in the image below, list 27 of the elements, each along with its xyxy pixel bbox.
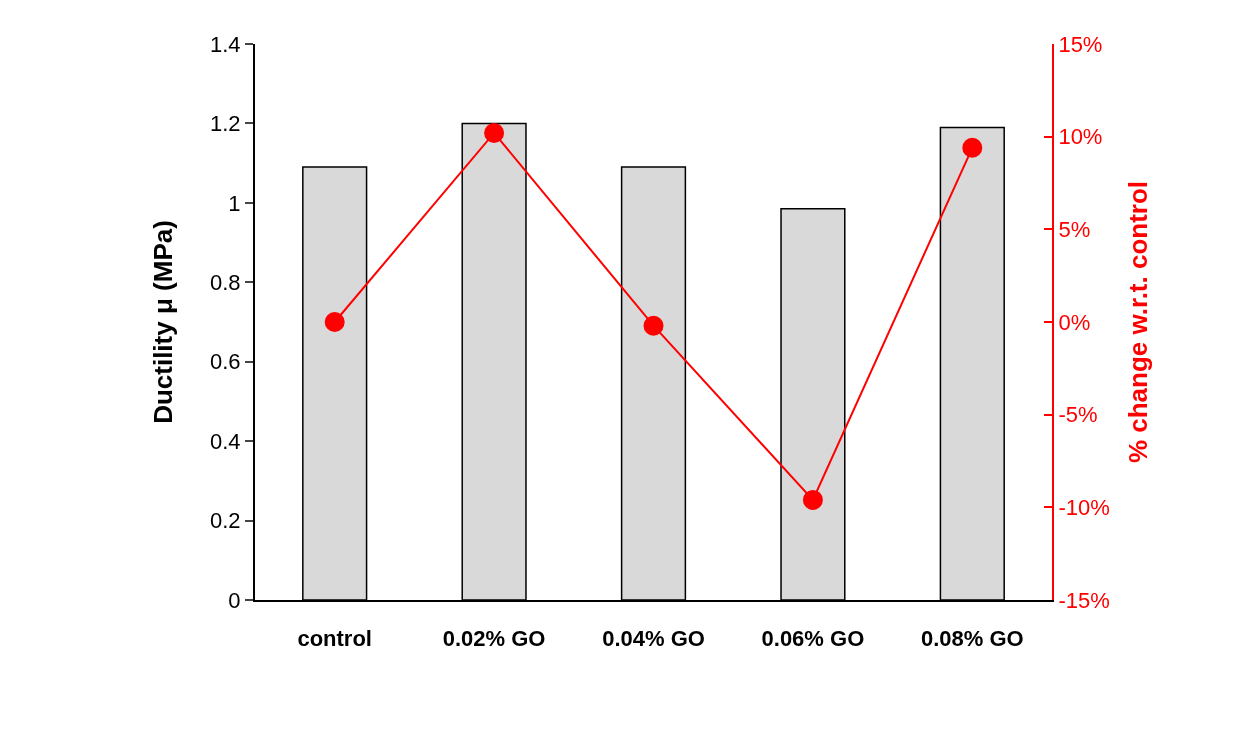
y2-tick-label: 5% bbox=[1058, 217, 1091, 243]
y-tick-label: 0 bbox=[228, 587, 241, 613]
point bbox=[962, 137, 983, 158]
x-tick-label: 0.02% GO bbox=[442, 626, 546, 652]
y2-axis-title: % change w.r.t. control bbox=[1122, 180, 1153, 464]
y2-tick-label: 10% bbox=[1058, 124, 1103, 150]
point bbox=[802, 489, 823, 510]
y-tick-label: 1 bbox=[228, 190, 241, 216]
x-tick-label: 0.06% GO bbox=[761, 626, 865, 652]
point bbox=[324, 312, 345, 332]
y2-tick-label: -10% bbox=[1058, 495, 1110, 521]
y2-tick-label: -15% bbox=[1058, 587, 1110, 613]
y2-tick-label: -5% bbox=[1058, 402, 1098, 428]
x-tick-label: control bbox=[297, 626, 372, 652]
y-tick-label: 0.8 bbox=[210, 269, 241, 295]
point bbox=[643, 315, 664, 336]
y-tick-label: 0.6 bbox=[210, 349, 241, 375]
y-tick-label: 0.2 bbox=[210, 508, 241, 534]
point bbox=[484, 122, 505, 143]
y-tick-label: 1.4 bbox=[210, 31, 241, 57]
y-tick-label: 0.4 bbox=[210, 428, 241, 454]
y-axis-title: Ductility μ (MPa) bbox=[147, 220, 178, 424]
x-tick-label: 0.08% GO bbox=[920, 626, 1024, 652]
y2-tick-label: 15% bbox=[1058, 31, 1103, 57]
x-tick-label: 0.04% GO bbox=[602, 626, 705, 652]
y-tick-label: 1.2 bbox=[210, 111, 241, 137]
y2-tick-label: 0% bbox=[1058, 309, 1091, 335]
